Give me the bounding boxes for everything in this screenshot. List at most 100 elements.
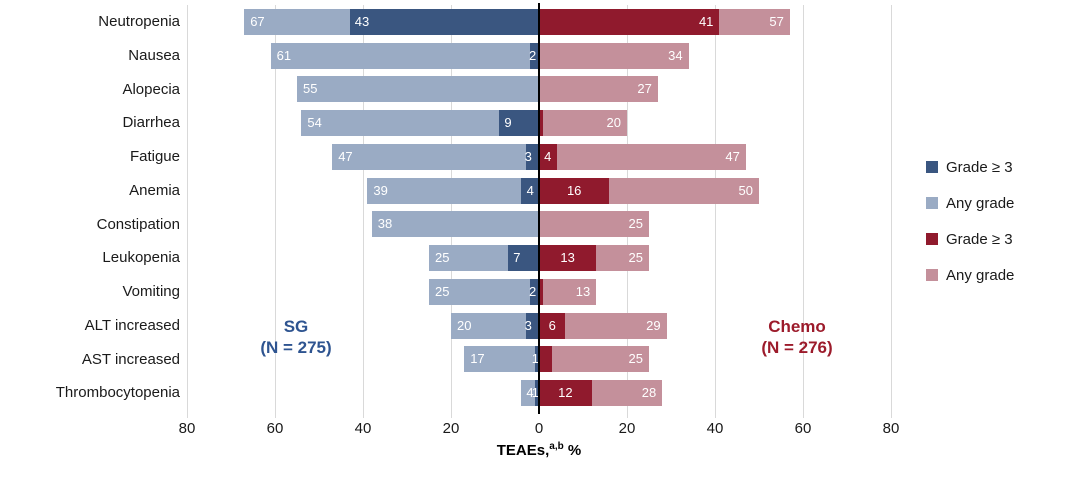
bar-sg-any-grade xyxy=(451,312,526,339)
value-label-sg-any-grade: 25 xyxy=(435,283,450,299)
value-label-sg-grade3: 7 xyxy=(513,250,521,266)
value-label-chemo-any-grade: 29 xyxy=(646,317,661,333)
category-label: AST increased xyxy=(81,350,180,368)
bar-chemo-grade3 xyxy=(539,346,553,373)
value-label-sg-grade3: 4 xyxy=(526,182,534,198)
legend-label: Any grade xyxy=(946,195,1015,212)
x-axis-tick-label: 80 xyxy=(882,420,900,437)
bar-chemo-any-grade xyxy=(540,42,689,69)
value-label-sg-grade3: 3 xyxy=(524,148,532,164)
value-label-sg-any-grade: 17 xyxy=(470,351,485,367)
value-label-chemo-grade3: 12 xyxy=(558,385,573,401)
value-label-chemo-any-grade: 28 xyxy=(641,385,657,401)
gridline xyxy=(715,5,716,418)
bar-sg-any-grade xyxy=(429,278,531,305)
sg-group-n: (N = 275) xyxy=(260,338,332,357)
value-label-sg-any-grade: 54 xyxy=(307,115,322,131)
value-label-sg-grade3: 1 xyxy=(531,351,539,367)
value-label-sg-grade3: 2 xyxy=(528,283,537,299)
bar-chemo-any-grade xyxy=(609,177,759,204)
x-axis-title-prefix: TEAEs, xyxy=(496,442,550,459)
x-axis-tick-label: 20 xyxy=(618,420,636,437)
value-label-sg-any-grade: 20 xyxy=(457,317,472,333)
bar-sg-grade3 xyxy=(508,245,539,272)
category-label: ALT increased xyxy=(84,316,180,334)
value-label-sg-any-grade: 4 xyxy=(526,385,534,401)
bar-chemo-any-grade xyxy=(719,8,790,35)
bar-chemo-any-grade xyxy=(543,110,627,137)
bar-sg-any-grade xyxy=(371,211,539,238)
bar-sg-any-grade xyxy=(464,346,535,373)
chemo-group-name: Chemo xyxy=(768,317,826,336)
value-label-sg-grade3: 43 xyxy=(354,13,370,29)
x-axis-tick-label: 60 xyxy=(266,420,284,437)
value-label-chemo-any-grade: 20 xyxy=(606,115,621,131)
x-axis-tick-label: 80 xyxy=(178,420,196,437)
bar-sg-any-grade xyxy=(244,8,350,35)
gridline xyxy=(275,5,276,418)
bar-sg-grade3 xyxy=(525,312,539,339)
value-label-chemo-grade3: 6 xyxy=(548,317,556,333)
category-label: Anemia xyxy=(129,181,180,199)
legend-swatch-icon xyxy=(926,269,938,281)
value-label-chemo-any-grade: 34 xyxy=(668,47,683,63)
bar-chemo-any-grade xyxy=(596,245,649,272)
chemo-group-label: Chemo (N = 276) xyxy=(761,316,832,358)
bar-chemo-any-grade xyxy=(539,76,658,103)
category-label: Nausea xyxy=(128,46,180,64)
bar-sg-grade3 xyxy=(521,177,539,204)
category-label: Neutropenia xyxy=(98,13,180,30)
value-label-chemo-grade3: 13 xyxy=(560,250,575,266)
legend-swatch-icon xyxy=(926,233,938,245)
bar-chemo-grade3 xyxy=(539,143,557,170)
sg-group-name: SG xyxy=(283,317,309,336)
bar-sg-grade3 xyxy=(534,346,539,373)
bar-chemo-grade3 xyxy=(539,278,544,305)
gridline xyxy=(187,5,188,418)
category-label: Fatigue xyxy=(129,148,180,165)
gridline xyxy=(803,5,804,418)
value-label-chemo-any-grade: 25 xyxy=(628,216,643,232)
bar-sg-any-grade xyxy=(521,380,535,407)
bar-sg-grade3 xyxy=(499,110,539,137)
x-axis-title-superscript: a,b xyxy=(549,441,564,452)
value-label-sg-any-grade: 39 xyxy=(373,182,388,198)
value-label-sg-any-grade: 25 xyxy=(435,250,450,266)
x-axis-tick-label: 60 xyxy=(794,420,812,437)
value-label-sg-any-grade: 47 xyxy=(338,148,353,164)
gridline xyxy=(891,5,892,418)
value-label-chemo-any-grade: 47 xyxy=(725,148,740,164)
value-label-chemo-any-grade: 13 xyxy=(575,283,591,299)
bar-chemo-grade3 xyxy=(539,110,544,137)
bar-sg-grade3 xyxy=(534,380,539,407)
x-axis-tick-label: 0 xyxy=(534,420,544,437)
bar-sg-grade3 xyxy=(525,143,539,170)
value-label-sg-grade3: 3 xyxy=(524,317,532,333)
bar-sg-grade3 xyxy=(530,278,539,305)
category-label: Constipation xyxy=(96,215,180,233)
value-label-sg-any-grade: 38 xyxy=(377,216,393,232)
chemo-group-n: (N = 276) xyxy=(761,338,833,357)
value-label-sg-any-grade: 61 xyxy=(276,47,292,63)
bar-sg-any-grade xyxy=(301,110,500,137)
value-label-sg-grade3: 9 xyxy=(504,115,512,131)
bar-chemo-any-grade xyxy=(565,312,667,339)
category-label: Leukopenia xyxy=(102,249,180,267)
value-label-chemo-any-grade: 25 xyxy=(628,250,643,266)
value-label-chemo-any-grade: 57 xyxy=(769,13,784,29)
legend-label: Grade ≥ 3 xyxy=(946,159,1013,176)
value-label-chemo-grade3: 4 xyxy=(544,148,552,164)
bar-chemo-any-grade xyxy=(552,346,649,373)
value-label-chemo-grade3: 16 xyxy=(566,182,582,198)
bar-sg-any-grade xyxy=(367,177,522,204)
value-label-chemo-any-grade: 27 xyxy=(637,81,652,97)
legend-label: Grade ≥ 3 xyxy=(946,231,1013,248)
legend-swatch-icon xyxy=(926,161,938,173)
value-label-sg-grade3: 2 xyxy=(528,47,537,63)
zero-baseline xyxy=(538,3,540,414)
category-label: Vomiting xyxy=(122,283,180,300)
legend-swatch-icon xyxy=(926,197,938,209)
gridline xyxy=(363,5,364,418)
bar-chemo-grade3 xyxy=(539,177,610,204)
